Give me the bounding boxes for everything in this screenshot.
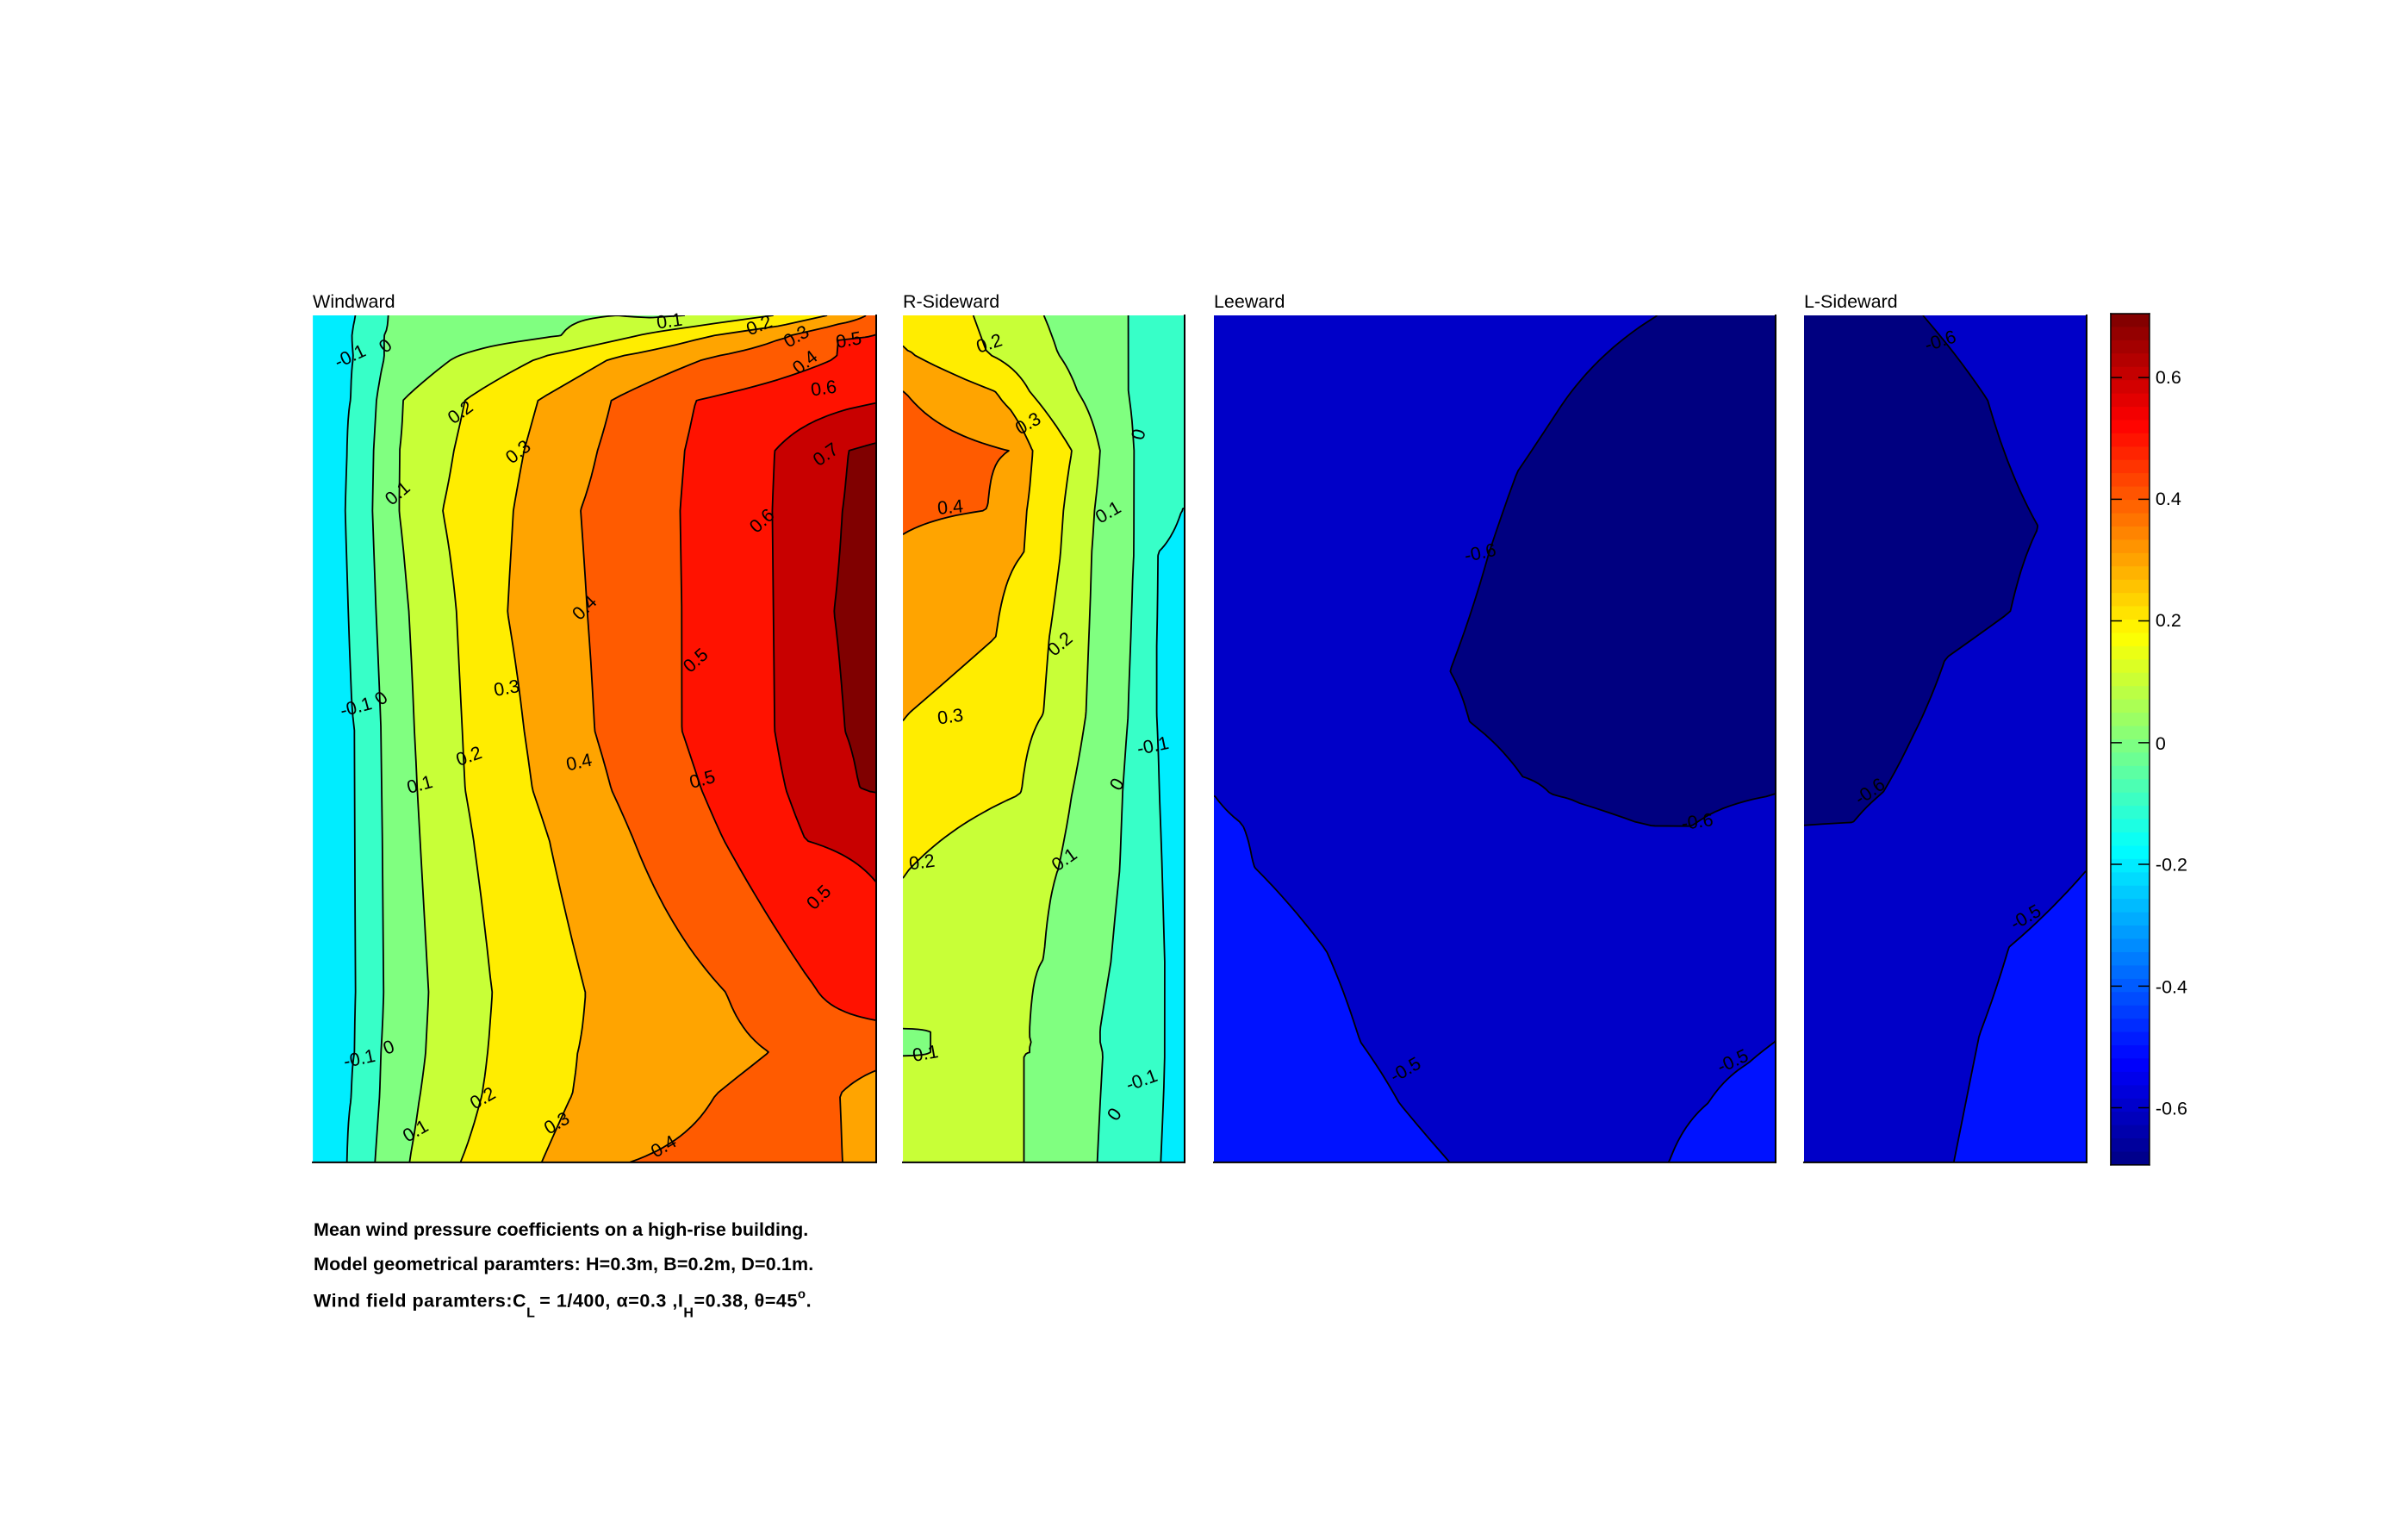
- svg-text:-0.2: -0.2: [2156, 855, 2187, 876]
- svg-text:0.6: 0.6: [810, 377, 838, 401]
- svg-text:0.6: 0.6: [2156, 367, 2181, 388]
- svg-text:0: 0: [2156, 733, 2166, 754]
- svg-text:0.4: 0.4: [2156, 489, 2181, 509]
- svg-text:L-Sideward: L-Sideward: [1804, 291, 1898, 312]
- svg-text:0.1: 0.1: [656, 309, 684, 333]
- svg-text:0.2: 0.2: [2156, 610, 2181, 631]
- svg-text:Wind field paramters:CL = 1/40: Wind field paramters:CL = 1/400, α=0.3 ,…: [314, 1287, 812, 1320]
- svg-text:Leeward: Leeward: [1214, 291, 1285, 312]
- svg-text:0.4: 0.4: [936, 495, 964, 519]
- svg-text:-0.4: -0.4: [2156, 977, 2187, 998]
- svg-text:0.3: 0.3: [936, 705, 965, 729]
- svg-text:0.1: 0.1: [911, 1041, 940, 1066]
- svg-text:Model geometrical paramters: H: Model geometrical paramters: H=0.3m, B=0…: [314, 1254, 813, 1274]
- svg-text:R-Sideward: R-Sideward: [903, 291, 999, 312]
- svg-text:0.5: 0.5: [834, 327, 863, 352]
- svg-text:Mean wind pressure coefficient: Mean wind pressure coefficients on a hig…: [314, 1219, 808, 1240]
- svg-text:0.2: 0.2: [908, 851, 936, 875]
- svg-text:0.3: 0.3: [492, 676, 521, 701]
- svg-text:Windward: Windward: [313, 291, 395, 312]
- svg-text:-0.6: -0.6: [2156, 1099, 2187, 1119]
- svg-text:-0.6: -0.6: [1680, 809, 1714, 834]
